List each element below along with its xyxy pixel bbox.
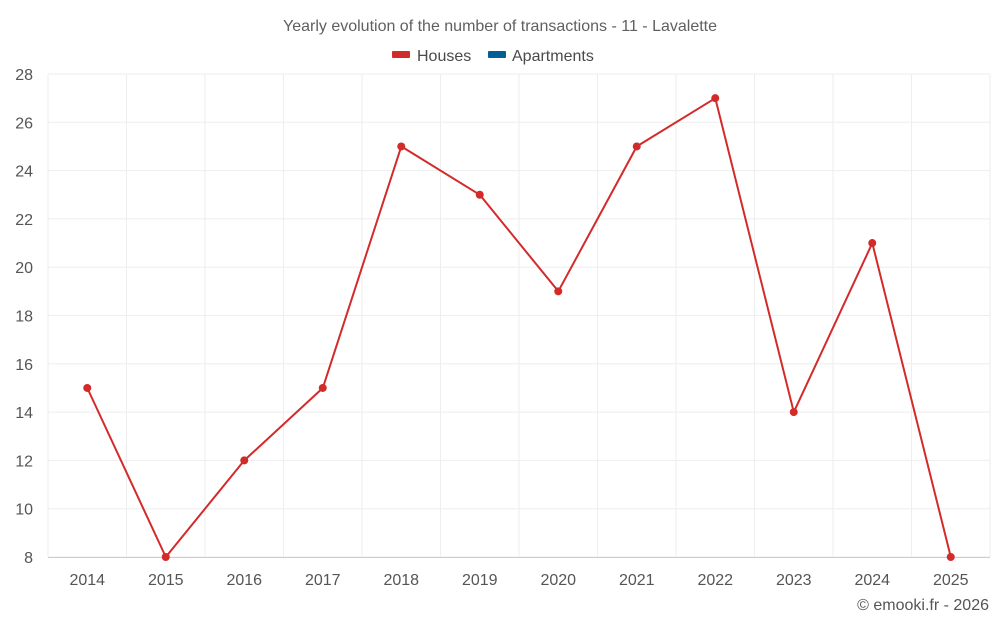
data-point-houses-2016[interactable]	[240, 456, 249, 465]
data-point-houses-2021[interactable]	[632, 142, 641, 151]
x-tick-label: 2023	[776, 572, 812, 589]
legend: Houses Apartments	[392, 48, 594, 65]
y-axis: 8 10 12 14 16 18 20 22 24 26 28	[15, 67, 33, 567]
data-point-houses-2023[interactable]	[789, 408, 798, 417]
series-line-houses	[86, 97, 952, 558]
data-point-houses-2017[interactable]	[318, 383, 327, 392]
data-point-houses-2025[interactable]	[946, 553, 955, 561]
chart-title: Yearly evolution of the number of transa…	[283, 18, 717, 35]
data-point-houses-2015[interactable]	[161, 553, 170, 561]
x-tick-label: 2014	[69, 572, 105, 589]
x-tick-label: 2025	[933, 572, 969, 589]
x-tick-label: 2018	[383, 572, 419, 589]
legend-swatch-apartments	[488, 51, 506, 58]
data-point-houses-2024[interactable]	[868, 239, 877, 248]
y-tick-label: 8	[24, 550, 33, 567]
y-tick-label: 26	[15, 115, 33, 132]
x-axis: 2014 2015 2016 2017 2018 2019 2020 2021 2022 2023…	[48, 557, 990, 589]
series-layer	[83, 94, 955, 561]
y-tick-label: 10	[15, 502, 33, 519]
x-tick-label: 2024	[854, 572, 890, 589]
y-tick-label: 24	[15, 164, 33, 181]
x-tick-label: 2020	[540, 572, 576, 589]
legend-swatch-houses	[392, 51, 410, 58]
x-tick-label: 2017	[305, 572, 341, 589]
y-tick-label: 16	[15, 357, 33, 374]
data-point-houses-2022[interactable]	[711, 94, 720, 103]
legend-label-apartments: Apartments	[512, 48, 594, 65]
grid	[47, 73, 991, 558]
data-point-houses-2019[interactable]	[475, 190, 484, 199]
x-tick-label: 2016	[226, 572, 262, 589]
y-tick-label: 18	[15, 309, 33, 326]
y-tick-label: 12	[15, 453, 33, 470]
legend-item-houses[interactable]: Houses	[392, 48, 471, 65]
legend-item-apartments[interactable]: Apartments	[488, 48, 594, 65]
credit-label: © emooki.fr - 2026	[857, 597, 989, 614]
data-point-houses-2020[interactable]	[554, 287, 563, 296]
x-tick-label: 2019	[462, 572, 498, 589]
y-tick-label: 14	[15, 405, 33, 422]
x-tick-label: 2021	[619, 572, 655, 589]
y-tick-label: 20	[15, 260, 33, 277]
y-tick-label: 28	[15, 67, 33, 84]
data-point-houses-2018[interactable]	[397, 142, 406, 151]
x-tick-label: 2022	[697, 572, 733, 589]
data-point-houses-2014[interactable]	[83, 383, 92, 392]
y-tick-label: 22	[15, 212, 33, 229]
x-tick-label: 2015	[148, 572, 184, 589]
legend-label-houses: Houses	[417, 48, 471, 65]
